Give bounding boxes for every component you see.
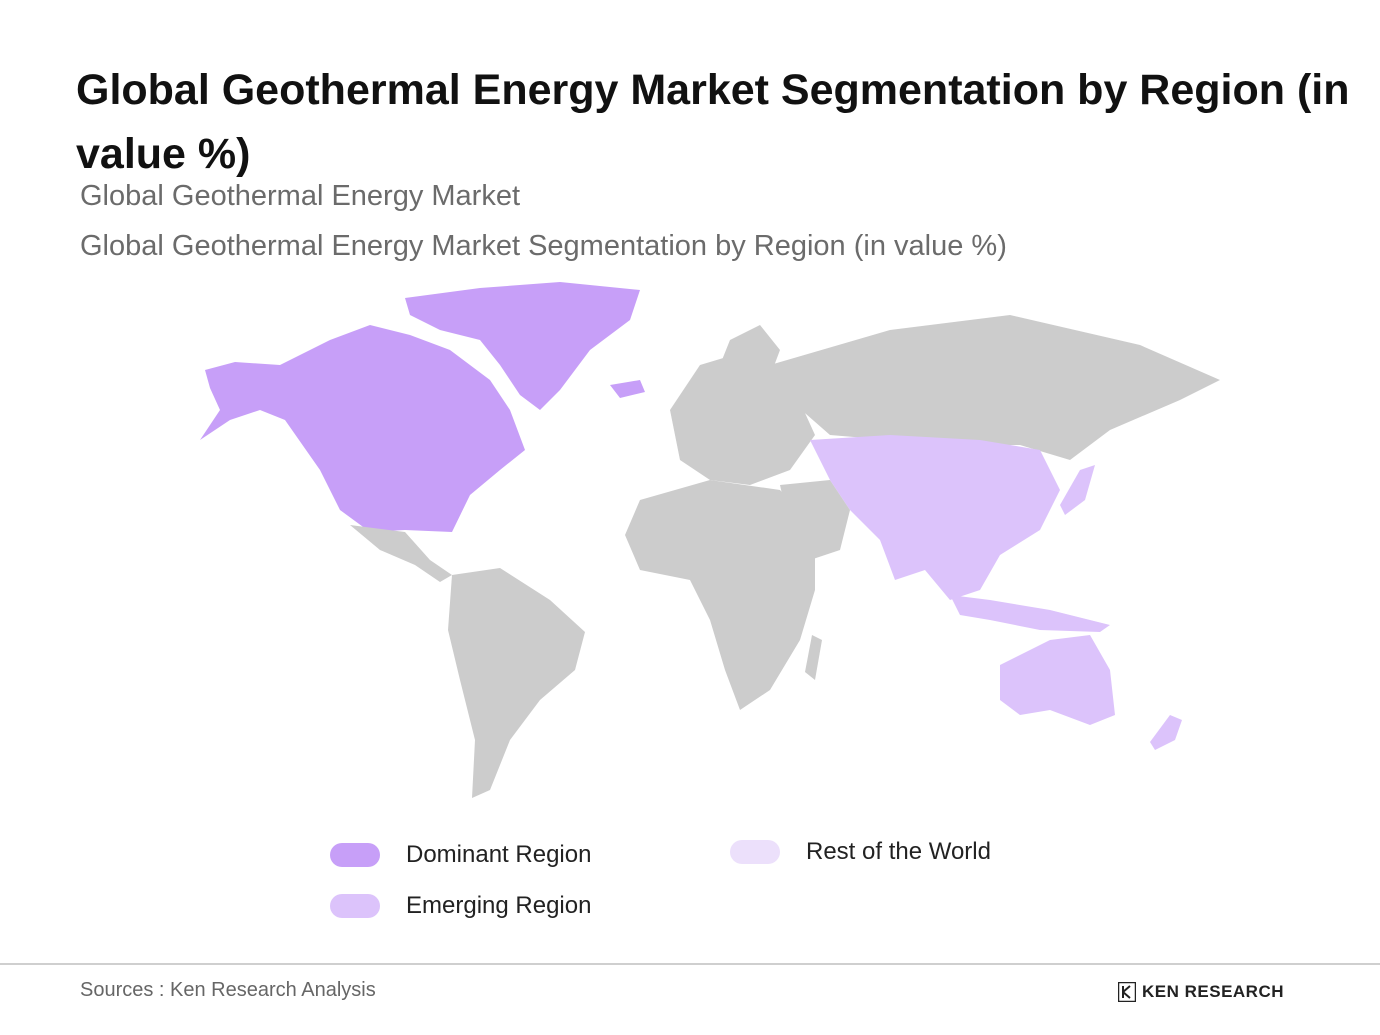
region-asia xyxy=(810,435,1060,600)
region-scandinavia xyxy=(710,325,780,405)
region-africa xyxy=(625,480,815,710)
region-japan xyxy=(1060,465,1095,515)
legend-dominant: Dominant Region xyxy=(330,841,591,869)
region-new-zealand xyxy=(1150,715,1182,750)
region-iceland xyxy=(610,380,645,398)
legend-swatch-dominant xyxy=(330,843,380,867)
ken-research-logo-icon xyxy=(1118,982,1136,1002)
region-middle-east xyxy=(780,480,850,560)
source-note: Sources : Ken Research Analysis xyxy=(80,979,376,1001)
legend-label-emerging: Emerging Region xyxy=(406,892,592,919)
world-map xyxy=(200,282,1220,798)
legend-emerging: Emerging Region xyxy=(330,892,591,920)
legend-rest: Rest of the World xyxy=(730,838,991,866)
legend-swatch-rest xyxy=(730,840,780,864)
region-russia xyxy=(770,315,1220,460)
region-central-america xyxy=(350,525,452,582)
region-europe xyxy=(670,350,815,485)
region-north-america xyxy=(200,325,525,532)
region-madagascar xyxy=(805,635,822,680)
region-greenland xyxy=(405,282,640,410)
region-australia xyxy=(1000,635,1115,725)
region-southeast-asia xyxy=(950,595,1110,632)
subtitle-market: Global Geothermal Energy Market xyxy=(80,180,521,212)
legend-label-rest: Rest of the World xyxy=(806,838,991,865)
brand-logo: KEN RESEARCH xyxy=(1118,982,1284,1002)
brand-name: KEN RESEARCH xyxy=(1142,982,1285,1001)
region-south-america xyxy=(448,568,585,798)
footer-divider xyxy=(0,963,1380,965)
legend-label-dominant: Dominant Region xyxy=(406,841,592,868)
subtitle-segmentation: Global Geothermal Energy Market Segmenta… xyxy=(80,230,1007,262)
chart-title: Global Geothermal Energy Market Segmenta… xyxy=(76,66,1350,178)
legend-swatch-emerging xyxy=(330,894,380,918)
